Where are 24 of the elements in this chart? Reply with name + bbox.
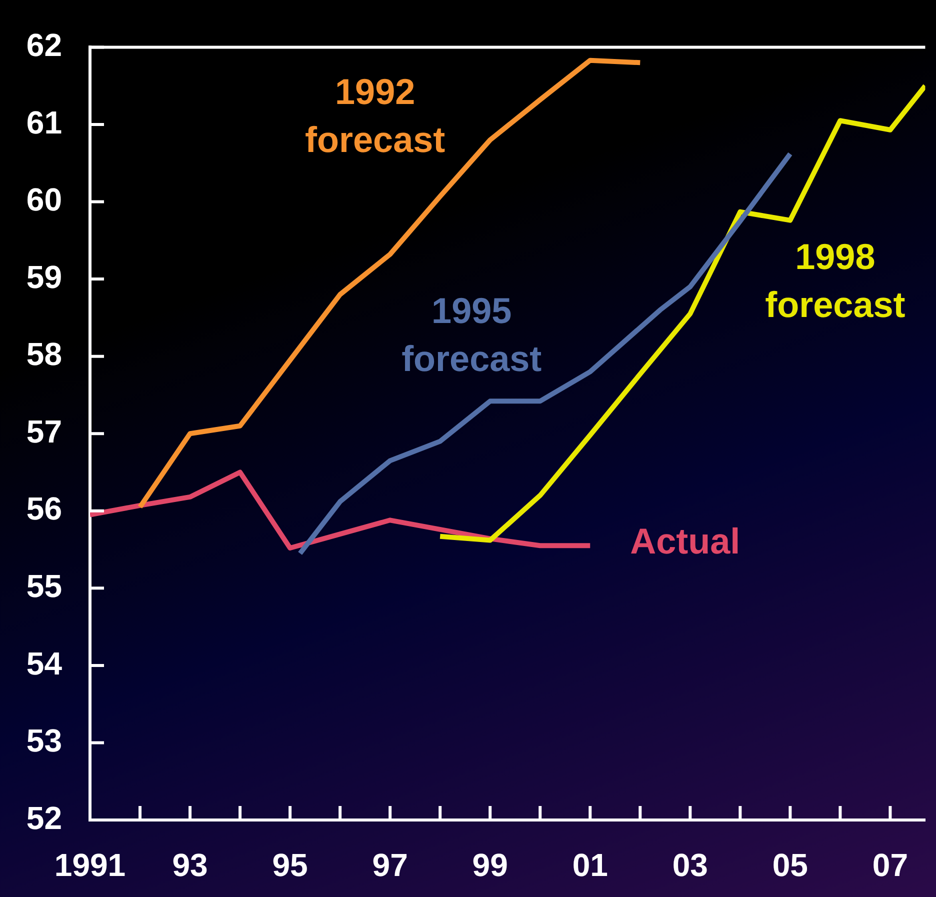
x-tick-label: 93 bbox=[172, 847, 208, 884]
y-tick-label: 58 bbox=[26, 336, 62, 372]
y-tick-label: 60 bbox=[26, 182, 62, 218]
series-label: 1995 forecast bbox=[402, 290, 542, 379]
y-tick-label: 56 bbox=[26, 490, 62, 527]
y-tick-label: 52 bbox=[26, 800, 62, 836]
x-tick-label: 05 bbox=[772, 847, 808, 884]
x-tick-label: 99 bbox=[472, 847, 508, 884]
x-tick-label: 97 bbox=[372, 847, 408, 884]
x-tick-label: 1991 bbox=[54, 847, 126, 884]
series-label: 1998 forecast bbox=[765, 236, 906, 325]
series-label: 1992 forecast bbox=[305, 71, 446, 160]
y-tick-label: 54 bbox=[26, 645, 62, 682]
x-tick-label: 03 bbox=[672, 847, 708, 884]
series-label: Actual bbox=[630, 520, 740, 562]
y-tick-label: 62 bbox=[26, 27, 62, 64]
x-tick-label: 07 bbox=[872, 847, 908, 884]
y-tick-label: 57 bbox=[26, 413, 62, 450]
y-tick-label: 61 bbox=[26, 104, 62, 140]
y-tick-label: 59 bbox=[26, 258, 62, 295]
y-tick-label: 55 bbox=[26, 568, 62, 604]
x-tick-label: 95 bbox=[272, 847, 308, 884]
x-tick-label: 01 bbox=[572, 847, 608, 884]
y-tick-label: 53 bbox=[26, 722, 62, 759]
